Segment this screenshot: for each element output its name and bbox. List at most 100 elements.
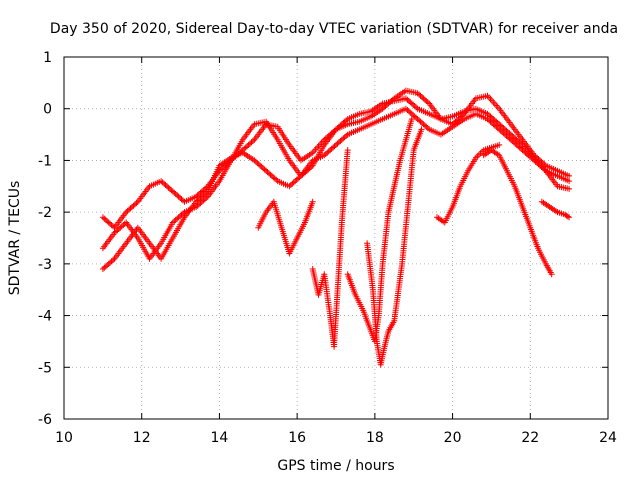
data-point [334, 125, 341, 132]
data-point [99, 266, 106, 272]
y-tick-label: -5 [38, 360, 52, 376]
data-point [232, 153, 239, 160]
data-point [408, 110, 415, 117]
data-point [197, 189, 204, 196]
data-point [564, 213, 571, 220]
data-point [493, 118, 500, 125]
data-point [334, 140, 341, 147]
x-tick-label: 14 [211, 430, 229, 446]
data-point [566, 178, 573, 185]
data-point [102, 216, 109, 223]
data-point [225, 160, 232, 166]
data-points [99, 87, 573, 368]
data-point [327, 131, 334, 138]
data-point [133, 200, 140, 207]
data-point [497, 122, 504, 129]
x-tick-labels: 10 12 14 16 18 20 22 24 [55, 430, 617, 446]
data-point [197, 194, 204, 201]
data-point [105, 260, 112, 267]
data-point [113, 228, 119, 235]
data-point [518, 140, 525, 147]
y-tick-label: -6 [38, 412, 52, 428]
x-tick-label: 12 [133, 430, 151, 446]
data-point [337, 138, 344, 144]
data-point [411, 103, 418, 110]
data-point [161, 180, 168, 187]
data-point [174, 192, 181, 199]
data-point [449, 121, 456, 128]
data-point [510, 139, 517, 146]
data-point [228, 157, 235, 164]
data-point [126, 206, 133, 213]
y-tick-label: -2 [38, 205, 52, 221]
data-point [248, 139, 255, 146]
data-point [421, 122, 428, 129]
data-point [503, 127, 510, 134]
data-point [174, 215, 181, 222]
data-point [411, 113, 418, 120]
data-point [419, 94, 425, 101]
x-tick-label: 18 [366, 430, 384, 446]
data-point [327, 147, 334, 154]
data-point [293, 176, 300, 183]
data-point [245, 141, 252, 148]
data-point [286, 183, 293, 190]
x-tick-label: 24 [599, 430, 617, 446]
data-point [166, 185, 173, 192]
data-point [258, 163, 265, 170]
data-point [273, 176, 280, 183]
data-point [497, 127, 504, 134]
x-tick-label: 10 [55, 430, 73, 446]
data-point [513, 136, 520, 143]
data-point [164, 183, 170, 190]
data-point [416, 91, 423, 98]
y-tick-label: 0 [43, 102, 52, 118]
x-tick-label: 16 [288, 430, 306, 446]
data-point [197, 200, 204, 207]
data-point [309, 198, 316, 205]
data-point [238, 148, 245, 155]
data-point [105, 219, 112, 226]
data-point [408, 100, 415, 107]
data-point [507, 131, 514, 138]
x-tick-label: 22 [521, 430, 539, 446]
data-point [487, 113, 494, 120]
y-axis-label: SDTVAR / TECUs [7, 181, 23, 296]
data-point [566, 185, 573, 192]
y-tick-label: 1 [43, 50, 52, 66]
data-point [566, 172, 573, 179]
data-point [418, 126, 425, 133]
data-point [194, 202, 201, 209]
data-point [306, 165, 313, 172]
data-point [344, 147, 351, 154]
data-point [255, 161, 262, 168]
plot-frame [63, 56, 609, 420]
data-point [242, 144, 249, 151]
data-point [404, 96, 411, 103]
data-point [330, 129, 337, 135]
data-point [217, 166, 224, 173]
data-point [490, 121, 497, 128]
y-tick-label: -1 [38, 153, 52, 169]
data-point [303, 167, 310, 174]
data-point [408, 116, 415, 123]
data-point [201, 185, 208, 192]
data-point [201, 196, 208, 203]
data-point [513, 141, 520, 148]
data-point [493, 123, 500, 130]
x-tick-label: 20 [444, 430, 462, 446]
y-tick-label: -3 [38, 257, 52, 273]
data-point [171, 218, 178, 225]
chart-title: Day 350 of 2020, Sidereal Day-to-day VTE… [50, 21, 618, 37]
data-point [177, 194, 184, 201]
x-axis-label: GPS time / hours [277, 458, 394, 474]
data-point [500, 130, 507, 137]
data-point [268, 172, 275, 179]
data-point [130, 202, 137, 209]
data-point [330, 144, 337, 151]
data-point [496, 141, 503, 148]
data-point [120, 222, 127, 229]
data-point [289, 180, 296, 187]
data-point [337, 122, 344, 129]
